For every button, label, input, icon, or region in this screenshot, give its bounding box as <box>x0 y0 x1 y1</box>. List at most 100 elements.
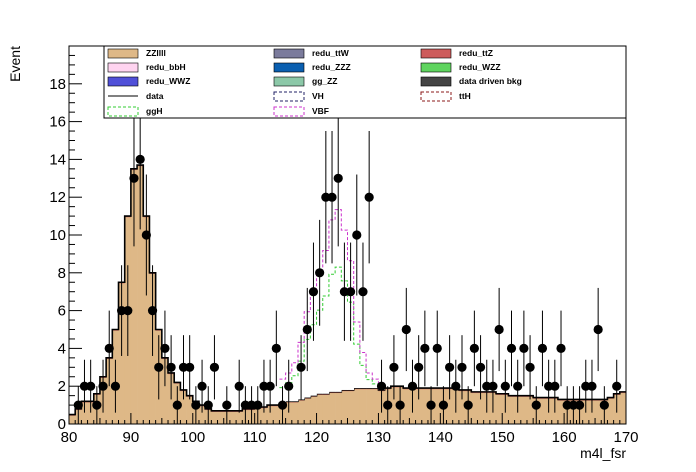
y-tick-label: 10 <box>49 227 66 244</box>
data-marker <box>166 362 176 372</box>
x-tick-label: 110 <box>243 429 267 446</box>
data-point <box>123 265 133 356</box>
legend-label: VH <box>312 91 324 101</box>
data-marker <box>141 230 151 240</box>
y-tick-label: 4 <box>58 340 66 357</box>
data-point <box>166 335 176 400</box>
legend-swatch <box>273 91 305 102</box>
data-marker <box>494 324 504 335</box>
data-point <box>222 386 232 424</box>
x-tick-label: 90 <box>123 429 140 446</box>
data-point <box>333 110 343 247</box>
legend-label: VBF <box>312 106 329 116</box>
data-marker <box>531 400 541 410</box>
data-marker <box>352 230 362 240</box>
data-marker <box>185 362 195 372</box>
data-marker <box>389 362 399 372</box>
zz-bin <box>353 388 361 424</box>
legend-entry: data driven bkg <box>420 76 522 87</box>
data-marker <box>160 343 170 353</box>
data-marker <box>587 381 597 391</box>
data-marker <box>593 324 603 335</box>
data-marker <box>333 173 343 183</box>
data-point <box>401 287 411 372</box>
x-tick-label: 150 <box>490 429 515 446</box>
zz-bin <box>471 391 478 424</box>
data-point <box>488 359 498 413</box>
data-marker <box>500 381 510 391</box>
data-marker <box>364 192 374 202</box>
data-marker <box>358 287 368 297</box>
data-point <box>599 386 609 424</box>
data-point <box>160 310 170 387</box>
data-point <box>308 242 319 341</box>
data-point <box>197 359 207 413</box>
zz-bin <box>477 391 484 424</box>
zz-bin <box>539 397 546 424</box>
data-point <box>265 359 275 413</box>
data-marker <box>253 400 263 410</box>
signal-bin <box>366 376 373 389</box>
x-tick-label: 80 <box>61 429 78 446</box>
zz-bin <box>347 389 354 424</box>
x-tick-label: 170 <box>613 429 638 446</box>
legend-label: redu_WZZ <box>459 62 501 72</box>
data-point <box>426 386 436 424</box>
data-point <box>352 174 362 296</box>
zz-bin <box>403 388 410 424</box>
data-marker <box>469 343 479 353</box>
data-point <box>550 359 560 413</box>
data-point <box>147 265 158 356</box>
legend-swatch <box>420 48 452 59</box>
data-marker <box>550 381 560 391</box>
data-marker <box>463 400 473 410</box>
zz-bin <box>217 410 225 424</box>
data-point <box>154 335 164 400</box>
legend-swatch <box>273 62 305 73</box>
legend-entry: VH <box>273 91 324 102</box>
data-point <box>172 386 182 424</box>
legend-label: redu_WWZ <box>146 76 190 86</box>
zz-bin <box>304 397 311 424</box>
x-tick-label: 140 <box>428 429 453 446</box>
data-marker <box>537 343 548 353</box>
signal-bin <box>291 367 299 402</box>
zz-bin <box>508 395 515 424</box>
zz-bin <box>366 388 373 424</box>
zz-bin <box>415 388 423 424</box>
data-marker <box>277 400 288 410</box>
zz-bin <box>359 388 367 424</box>
data-marker <box>599 400 609 410</box>
zz-bin <box>137 165 144 424</box>
legend-label: ZZllll <box>146 48 166 58</box>
data-marker <box>426 400 436 410</box>
zz-bin <box>273 405 280 424</box>
data-marker <box>556 343 566 353</box>
y-tick-label: 14 <box>49 151 66 168</box>
zz-bin <box>143 216 150 424</box>
legend-entry: redu_ttW <box>273 48 350 59</box>
data-marker <box>376 381 387 391</box>
legend-entry: data <box>108 91 164 101</box>
data-point <box>364 131 374 264</box>
data-marker <box>271 343 281 353</box>
data-marker <box>98 381 108 391</box>
data-point <box>234 359 244 413</box>
data-marker <box>574 400 585 410</box>
signal-bin <box>310 301 317 396</box>
legend-entry: redu_ZZZ <box>273 62 351 73</box>
legend-swatch <box>273 106 305 117</box>
data-marker <box>345 287 356 297</box>
legend-entry: gg_ZZ <box>273 76 338 87</box>
signal-bin <box>316 282 324 394</box>
data-marker <box>129 173 139 183</box>
data-point <box>445 335 455 400</box>
data-marker <box>414 362 424 372</box>
data-marker <box>234 381 244 391</box>
legend-label: redu_ZZZ <box>312 62 351 72</box>
y-tick-label: 8 <box>58 265 66 282</box>
data-marker <box>488 381 498 391</box>
data-marker <box>475 362 486 372</box>
data-point <box>420 310 430 387</box>
legend-entry: ggH <box>107 106 163 117</box>
